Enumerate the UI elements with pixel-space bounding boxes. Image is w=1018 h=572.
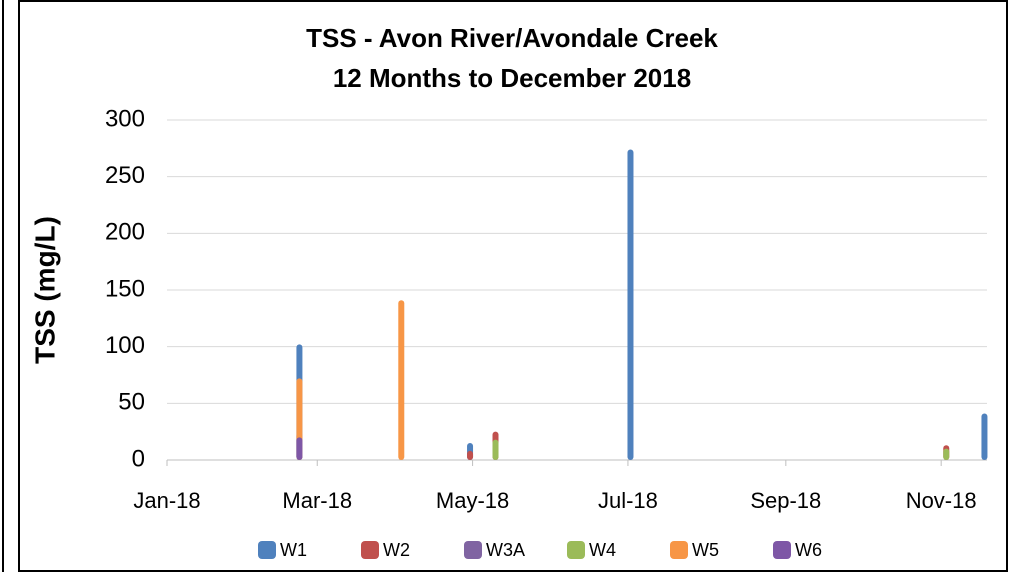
legend-swatch [258, 541, 276, 559]
legend-label: W2 [383, 540, 410, 560]
legend-swatch [567, 541, 585, 559]
legend-label: W5 [692, 540, 719, 560]
chart-title: TSS - Avon River/Avondale Creek [306, 23, 718, 53]
x-tick-label: Mar-18 [282, 488, 352, 513]
legend-label: W6 [795, 540, 822, 560]
bar [296, 437, 303, 460]
legend-label: W1 [280, 540, 307, 560]
legend-swatch [464, 541, 482, 559]
x-tick-label: Jul-18 [598, 488, 658, 513]
legend-swatch [773, 541, 791, 559]
y-tick-label: 100 [105, 332, 145, 359]
bar [943, 448, 950, 460]
legend-label: W4 [589, 540, 616, 560]
chart-subtitle: 12 Months to December 2018 [333, 63, 691, 93]
chart-border [18, 0, 1008, 572]
y-tick-label: 50 [118, 389, 145, 416]
x-tick-label: May-18 [436, 488, 509, 513]
legend-label: W3A [486, 540, 525, 560]
bar [627, 149, 634, 460]
legend-swatch [361, 541, 379, 559]
bar [398, 300, 405, 460]
y-tick-label: 200 [105, 219, 145, 246]
y-tick-label: 250 [105, 162, 145, 189]
y-axis-label: TSS (mg/L) [29, 216, 60, 364]
legend-swatch [670, 541, 688, 559]
x-tick-label: Sep-18 [750, 488, 821, 513]
y-tick-label: 300 [105, 105, 145, 132]
bar [981, 413, 988, 460]
x-tick-label: Nov-18 [906, 488, 977, 513]
x-tick-label: Jan-18 [133, 488, 200, 513]
bar [467, 450, 474, 460]
y-tick-label: 0 [132, 445, 145, 472]
y-tick-label: 150 [105, 275, 145, 302]
bar [492, 439, 499, 460]
